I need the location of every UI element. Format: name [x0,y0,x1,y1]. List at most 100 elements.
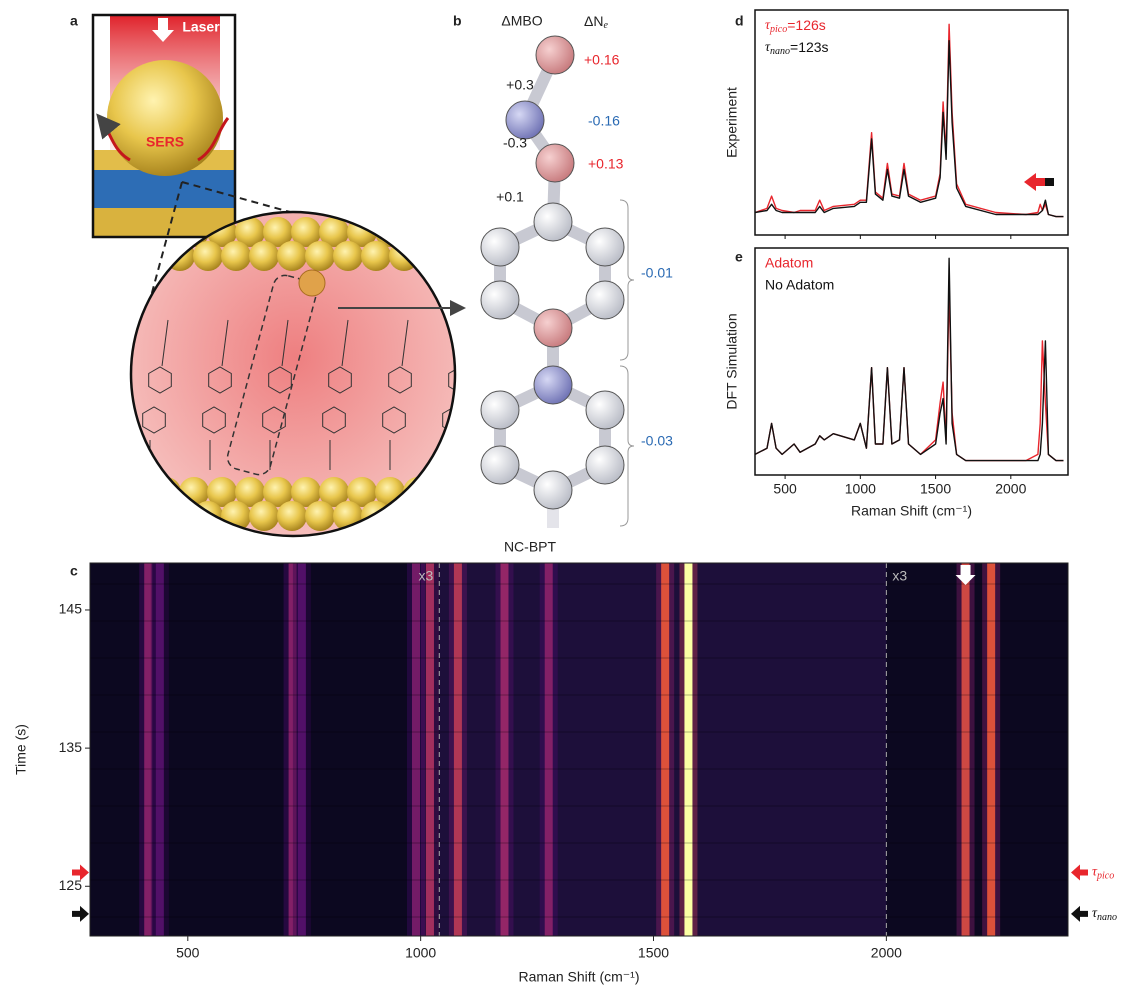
ne-value: +0.16 [584,52,620,68]
x-tick-label: 500 [176,945,200,961]
y-tick-label: 145 [59,601,83,617]
header-ne: ΔNe [584,13,608,32]
time-marker [72,906,89,922]
atom [481,228,519,266]
time-streak [90,842,1068,844]
atom [586,446,624,484]
time-streak [90,805,1068,807]
x-tick-label: 1000 [845,481,876,497]
legend-entry: No Adatom [765,277,834,293]
gold-atom [445,241,475,271]
atom [481,281,519,319]
gold-atom [431,477,461,507]
x-tick-label: 1500 [638,945,669,961]
atom [534,309,572,347]
gold-atom [137,501,167,531]
y-tick-label: 125 [59,877,83,893]
gold-atom [431,217,461,247]
time-streak [90,879,1068,881]
mbo-value: -0.3 [503,135,527,151]
ne-value: -0.01 [641,265,673,281]
time-streak [90,657,1068,659]
y-tick-label: 135 [59,739,83,755]
laser-label: Laser [182,19,220,35]
panel-label: d [735,13,744,29]
time-streak [90,916,1068,918]
panel-label: e [735,249,743,265]
ne-value: -0.03 [641,433,673,449]
y-axis-label: DFT Simulation [724,313,740,409]
mbo-value: +0.1 [496,189,524,205]
time-streak [90,731,1068,733]
gold-atom [109,501,139,531]
panel-label: a [70,13,78,29]
x-tick-label: 1500 [920,481,951,497]
time-streak [90,583,1068,585]
atom [536,144,574,182]
gap-zoom [95,200,489,550]
gold-atom [389,501,419,531]
gold-atom [445,501,475,531]
y-axis-label: Time (s) [13,724,29,775]
time-streak [90,694,1068,696]
panel-label: b [453,13,462,29]
sers-label: SERS [146,134,184,150]
gold-atom [249,241,279,271]
ne-value: -0.16 [588,113,620,129]
suffix: =123s [790,39,829,55]
atom [586,391,624,429]
gold-atom [165,501,195,531]
y-axis-label: Experiment [724,87,740,158]
molecule-name: NC-BPT [504,539,557,555]
atom [536,36,574,74]
legend-entry: τnano=123s [765,39,829,58]
subscript: nano [1097,912,1117,923]
time-marker [1071,864,1088,880]
atom [534,203,572,241]
bond [462,320,468,366]
figure: a b c d e Laser SERS ΔMBO ΔNe +0.3 -0.3 … [0,0,1131,990]
time-streak [90,620,1068,622]
x-tick-label: 1000 [405,945,436,961]
panel-label: c [70,563,78,579]
gold-atom [305,501,335,531]
scale-label: x3 [892,568,907,584]
gold-atom [403,217,433,247]
gold-atom [165,241,195,271]
gold-atom [277,501,307,531]
suffix: =126s [787,17,826,33]
molecule [481,36,624,528]
spectrum-line [755,41,1064,217]
gold-atom [417,241,447,271]
x-axis-label: Raman Shift (cm⁻¹) [519,969,640,985]
gold-atom [403,477,433,507]
mbo-value: +0.3 [506,77,534,93]
atom [586,281,624,319]
adatom [299,270,325,296]
header-ne-sub: e [604,20,609,31]
gold-atom [361,241,391,271]
gold-atom [193,241,223,271]
header-mbo: ΔMBO [501,13,542,29]
gold-atom [459,477,489,507]
time-marker [1071,906,1088,922]
x-tick-label: 2000 [871,945,902,961]
subscript: nano [770,46,790,57]
atom [534,366,572,404]
atom [506,101,544,139]
atom [481,446,519,484]
scale-label: x3 [418,568,433,584]
time-streak [90,768,1068,770]
spectrum-line [755,289,1064,460]
gold-atom [417,501,447,531]
peak-pointer-tail [1045,178,1054,186]
header-ne-main: ΔN [584,13,603,29]
x-tick-label: 2000 [995,481,1026,497]
time-marker-label: τnano [1092,906,1117,923]
gold-atom [151,477,181,507]
gold-atom [249,501,279,531]
legend-entry: τpico=126s [765,17,826,36]
gold-atom [333,241,363,271]
time-marker-label: τpico [1092,865,1114,882]
x-axis-label: Raman Shift (cm⁻¹) [851,503,972,519]
